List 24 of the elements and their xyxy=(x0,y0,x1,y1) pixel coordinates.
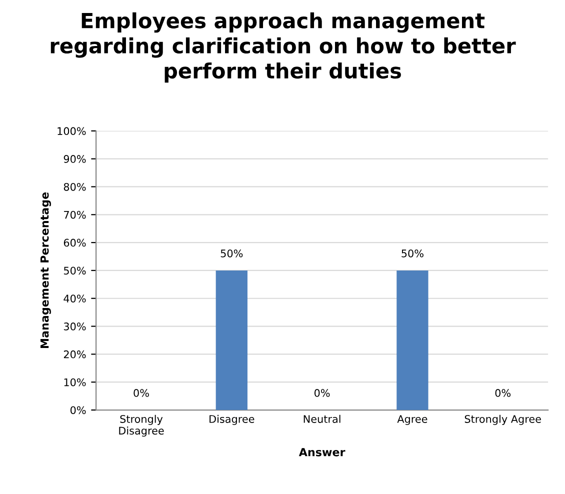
x-tick-label: Strongly Disagree xyxy=(119,414,164,437)
chart-title: Employees approach management regarding clarification on how to better perform their duties xyxy=(50,12,516,83)
x-axis-title: Answer xyxy=(298,448,346,456)
y-tick-label: 20% xyxy=(64,350,86,358)
y-tick-label: 100% xyxy=(58,127,86,136)
y-tick-label: 0% xyxy=(70,406,86,414)
y-axis-title: Management Percentage xyxy=(40,192,51,348)
y-tick-label: 70% xyxy=(64,210,86,219)
y-tick-label: 90% xyxy=(64,155,86,163)
data-label: 0% xyxy=(314,389,330,397)
data-label: 0% xyxy=(134,389,149,397)
y-tick-label: 40% xyxy=(64,294,86,302)
x-tick-label: Neutral xyxy=(304,414,340,423)
y-tick-label: 60% xyxy=(64,238,86,247)
x-tick-label: Disagree xyxy=(210,414,254,425)
y-tick-label: 30% xyxy=(64,322,86,330)
x-tick-label: Agree xyxy=(397,415,428,425)
data-label: 0% xyxy=(495,389,511,397)
y-tick-label: 50% xyxy=(64,266,86,275)
x-tick-label: Strongly Agree xyxy=(464,414,541,425)
data-label: 50% xyxy=(402,249,424,258)
data-label: 50% xyxy=(220,249,243,258)
y-tick-label: 10% xyxy=(64,378,86,386)
y-tick-label: 80% xyxy=(64,182,86,191)
